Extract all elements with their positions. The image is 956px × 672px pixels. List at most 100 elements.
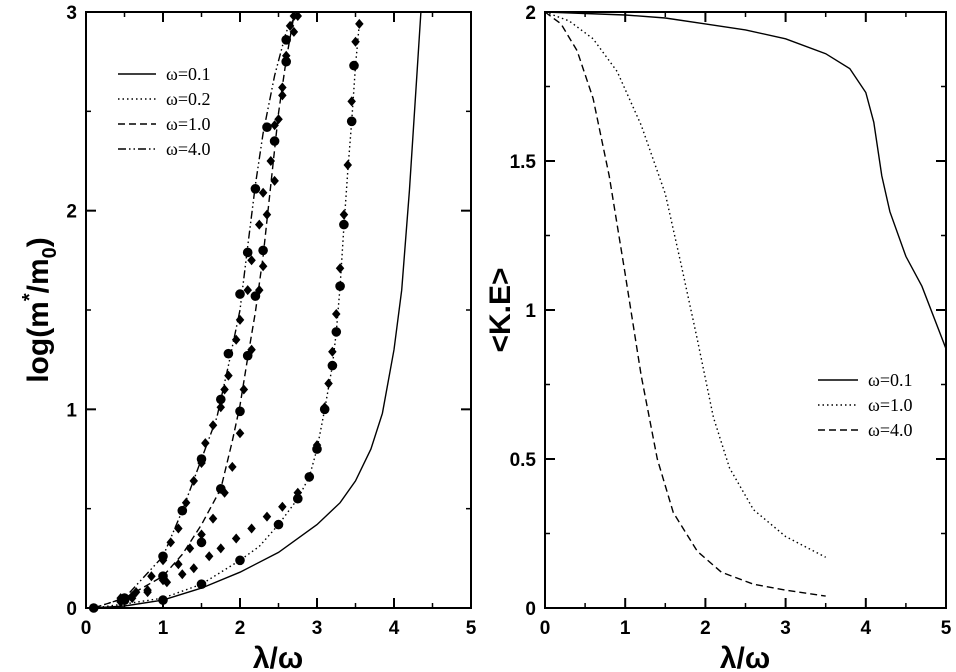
diamond-marker [185, 543, 195, 554]
diamond-marker [197, 529, 206, 540]
circle-marker [273, 519, 284, 530]
circle-marker [250, 184, 261, 194]
diamond-marker [258, 261, 268, 272]
diamond-marker [228, 461, 237, 472]
diamond-marker [293, 11, 302, 21]
y-tick-label: 3 [66, 3, 77, 24]
x-tick-label: 3 [780, 618, 791, 639]
diamond-marker [255, 285, 264, 296]
y-tick-label: 1 [66, 400, 77, 421]
diamond-marker [220, 384, 229, 395]
x-tick-label: 1 [158, 618, 169, 639]
diamond-marker [231, 533, 241, 544]
legend: ω=0.1 ω=0.2 ω=1.0 ω=4.0 [118, 64, 211, 159]
circle-marker [223, 348, 234, 359]
x-tick-group: 0 1 2 3 4 5 [81, 12, 477, 639]
diamond-marker [339, 209, 349, 220]
circle-marker [196, 537, 207, 548]
diamond-marker [289, 26, 299, 37]
diamond-marker [158, 555, 168, 566]
diamond-marker [116, 595, 125, 606]
diamond-marker [262, 209, 272, 220]
y-tick-group: 0 0.5 1 1.5 2 [510, 3, 946, 620]
diamond-marker [258, 187, 268, 198]
y-tick-label: 2 [66, 202, 77, 223]
diamond-marker [201, 438, 210, 449]
diamond-marker [278, 501, 287, 512]
circle-marker [327, 360, 338, 371]
diamond-marker [189, 475, 198, 486]
series-line-2 [93, 23, 360, 609]
legend-label: ω=0.2 [166, 89, 211, 109]
diamond-marker [189, 563, 198, 574]
series-line-2 [544, 11, 827, 558]
diamond-marker [158, 575, 168, 586]
legend-label: ω=1.0 [868, 395, 913, 415]
diamond-marker [262, 511, 272, 522]
x-tick-label: 5 [941, 618, 952, 639]
diamond-marker [178, 569, 187, 580]
x-tick-label: 4 [861, 618, 872, 639]
y-axis-title: <K.E> [484, 267, 517, 352]
diamond-marker [208, 513, 218, 524]
diamond-marker [247, 344, 256, 355]
diamond-marker [247, 255, 256, 266]
chart-left-panel: 0 1 2 3 4 5 0 1 2 3 ω=0.1 ω=0.2 ω=1.0 ω=4.0 λ/ω log… [19, 3, 477, 672]
series-group [544, 11, 947, 597]
x-tick-group: 0 1 2 3 4 5 [540, 12, 952, 639]
diamond-marker [166, 537, 175, 548]
diamond-marker [274, 114, 283, 125]
diamond-marker [293, 487, 302, 498]
circle-marker [346, 116, 357, 127]
diamond-marker [208, 420, 218, 431]
diamond-marker [243, 285, 252, 296]
series-line-1 [93, 11, 422, 609]
series-line-1 [544, 11, 947, 349]
diamond-marker [324, 378, 333, 389]
circle-marker [293, 493, 303, 504]
diamond-marker [216, 402, 225, 413]
diamond-marker [174, 523, 183, 534]
diamond-marker [282, 50, 291, 61]
diamond-marker [197, 458, 206, 468]
x-axis-title: λ/ω [720, 642, 770, 672]
diamond-marker [328, 346, 337, 357]
circle-marker [269, 136, 280, 146]
diamond-marker [270, 120, 279, 131]
x-tick-label: 3 [312, 618, 323, 639]
circle-marker [339, 219, 349, 230]
circle-marker [250, 291, 261, 301]
diamond-marker [235, 314, 245, 325]
diamond-marker [305, 471, 314, 482]
y-tick-label: 1.5 [510, 152, 537, 173]
circle-marker [335, 281, 345, 292]
x-tick-label: 2 [235, 618, 246, 639]
diamond-marker [162, 577, 172, 588]
circle-marker [262, 122, 272, 132]
circle-marker [349, 60, 359, 71]
x-axis-title: λ/ω [253, 642, 303, 672]
diamond-marker [278, 90, 287, 101]
x-tick-label: 2 [700, 618, 711, 639]
circle-marker [235, 555, 245, 566]
diamond-marker [278, 82, 287, 93]
diamond-marker [224, 370, 233, 381]
x-tick-label: 0 [81, 618, 92, 639]
diamond-marker [335, 263, 345, 274]
diamond-marker [266, 156, 275, 166]
diamond-marker [231, 334, 241, 345]
plot-frame [544, 11, 947, 609]
diamond-marker [181, 497, 191, 508]
diamond-marker [174, 559, 183, 570]
diamond-marker [282, 56, 291, 67]
diamond-marker [131, 587, 141, 598]
circle-marker [258, 245, 268, 256]
circle-marker [281, 35, 292, 45]
circle-marker [242, 247, 253, 258]
circle-marker [242, 350, 253, 361]
circle-marker [235, 289, 245, 299]
diamond-marker [347, 96, 356, 107]
diamond-marker [332, 309, 341, 319]
diamond-marker [351, 36, 360, 47]
